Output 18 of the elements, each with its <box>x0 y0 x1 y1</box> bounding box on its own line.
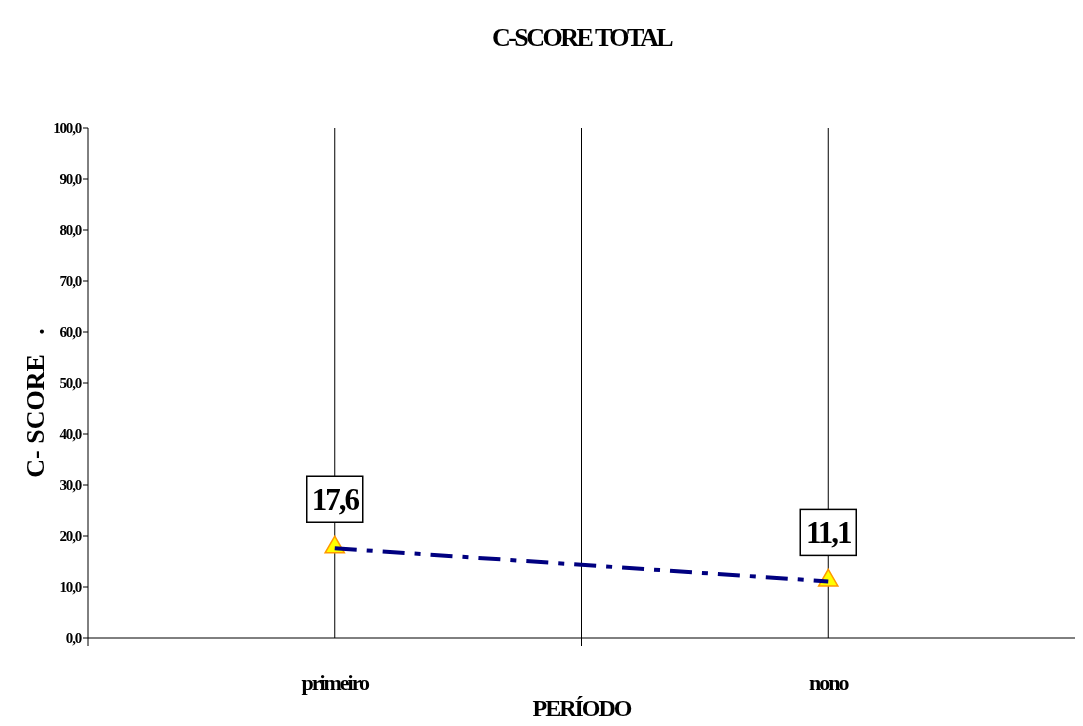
y-tick-label: 80,0 <box>59 222 82 238</box>
data-label: 11,1 <box>805 515 852 551</box>
y-axis-title: C- SCORE . <box>21 328 50 478</box>
y-tick-label: 0,0 <box>65 630 82 646</box>
y-tick-label: 30,0 <box>59 477 82 493</box>
x-axis-title: PERÍODO <box>532 695 632 721</box>
y-tick-label: 20,0 <box>59 528 82 544</box>
y-tick-label: 10,0 <box>59 579 82 595</box>
chart-title: C-SCORE TOTAL <box>491 23 674 52</box>
y-tick-label: 40,0 <box>59 426 82 442</box>
y-tick-label: 90,0 <box>59 171 82 187</box>
y-tick-label: 50,0 <box>59 375 82 391</box>
y-tick-label: 70,0 <box>59 273 82 289</box>
x-tick-label: primeiro <box>301 670 371 695</box>
x-tick-label: nono <box>809 670 850 695</box>
y-tick-label: 60,0 <box>59 324 82 340</box>
data-label: 17,6 <box>311 482 360 518</box>
y-tick-label: 100,0 <box>53 120 82 136</box>
